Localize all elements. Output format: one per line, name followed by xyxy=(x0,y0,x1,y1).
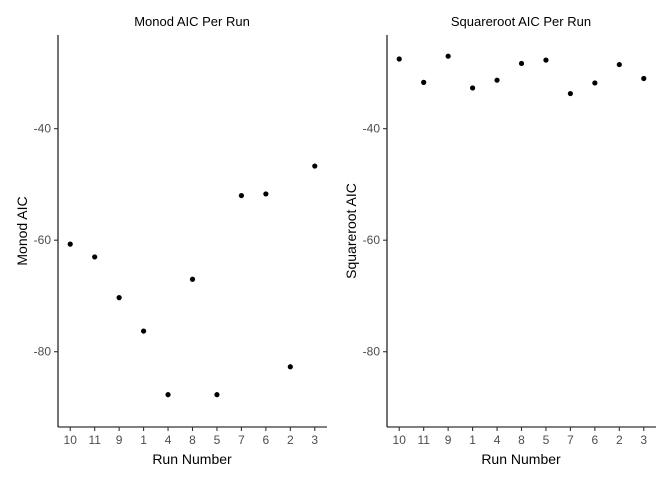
squareroot-data-point xyxy=(518,60,525,67)
squareroot-x-tick-label: 11 xyxy=(417,433,430,447)
monod-x-tick-label: 4 xyxy=(165,433,172,447)
squareroot-y-tick-label: -40 xyxy=(363,122,381,136)
monod-y-axis-label: Monod AIC xyxy=(14,196,30,265)
squareroot-panel: Squareroot AIC Per Run Run Number Square… xyxy=(343,14,656,467)
monod-y-tick-label: -80 xyxy=(34,345,52,359)
monod-data-point xyxy=(312,163,318,169)
squareroot-data-point xyxy=(616,61,622,68)
squareroot-data-point xyxy=(469,85,476,91)
monod-data-point xyxy=(287,364,293,370)
squareroot-x-tick-label: 6 xyxy=(592,433,599,447)
monod-data-point xyxy=(263,191,269,197)
squareroot-data-point xyxy=(543,57,549,63)
monod-x-tick-label: 2 xyxy=(287,433,294,447)
monod-x-tick-label: 7 xyxy=(238,433,245,447)
monod-chart-title: Monod AIC Per Run xyxy=(134,14,250,29)
monod-x-tick-label: 10 xyxy=(64,433,78,447)
monod-data-point xyxy=(116,295,122,301)
monod-y-tick-label: -60 xyxy=(34,233,52,247)
squareroot-x-tick-label: 7 xyxy=(567,433,574,447)
monod-data-point xyxy=(214,392,220,398)
squareroot-x-tick-label: 9 xyxy=(445,433,452,447)
monod-data-point xyxy=(238,192,245,199)
monod-data-point xyxy=(165,392,171,398)
monod-data-point xyxy=(140,328,147,334)
squareroot-data-point xyxy=(592,80,598,86)
squareroot-x-tick-label: 4 xyxy=(494,433,501,447)
monod-y-tick-label: -40 xyxy=(34,122,52,136)
squareroot-y-tick-label: -80 xyxy=(363,345,381,359)
squareroot-chart-title: Squareroot AIC Per Run xyxy=(451,14,591,29)
monod-x-axis-label: Run Number xyxy=(152,451,232,467)
squareroot-data-point xyxy=(421,79,427,85)
squareroot-x-tick-label: 5 xyxy=(543,433,550,447)
squareroot-x-axis-label: Run Number xyxy=(481,451,561,467)
monod-data-point xyxy=(92,254,98,260)
squareroot-data-point xyxy=(494,77,500,83)
squareroot-data-point xyxy=(396,56,402,62)
squareroot-y-axis-label: Squareroot AIC xyxy=(343,183,359,279)
monod-x-tick-label: 5 xyxy=(214,433,221,447)
monod-x-tick-label: 3 xyxy=(311,433,318,447)
squareroot-x-tick-label: 2 xyxy=(616,433,623,447)
monod-x-tick-label: 6 xyxy=(263,433,270,447)
squareroot-data-point xyxy=(567,90,574,97)
squareroot-x-tick-label: 3 xyxy=(640,433,647,447)
monod-data-point xyxy=(67,241,73,247)
squareroot-x-tick-label: 10 xyxy=(393,433,407,447)
squareroot-x-tick-label: 1 xyxy=(469,433,476,447)
monod-panel: Monod AIC Per Run Run Number Monod AIC -… xyxy=(14,14,327,467)
squareroot-x-tick-label: 8 xyxy=(518,433,525,447)
monod-x-tick-label: 9 xyxy=(116,433,123,447)
squareroot-data-point xyxy=(445,53,451,59)
monod-x-tick-label: 8 xyxy=(189,433,196,447)
squareroot-data-point xyxy=(641,75,647,82)
monod-x-tick-label: 11 xyxy=(88,433,101,447)
monod-x-tick-label: 1 xyxy=(140,433,147,447)
monod-data-point xyxy=(189,276,196,282)
squareroot-y-tick-label: -60 xyxy=(363,233,381,247)
